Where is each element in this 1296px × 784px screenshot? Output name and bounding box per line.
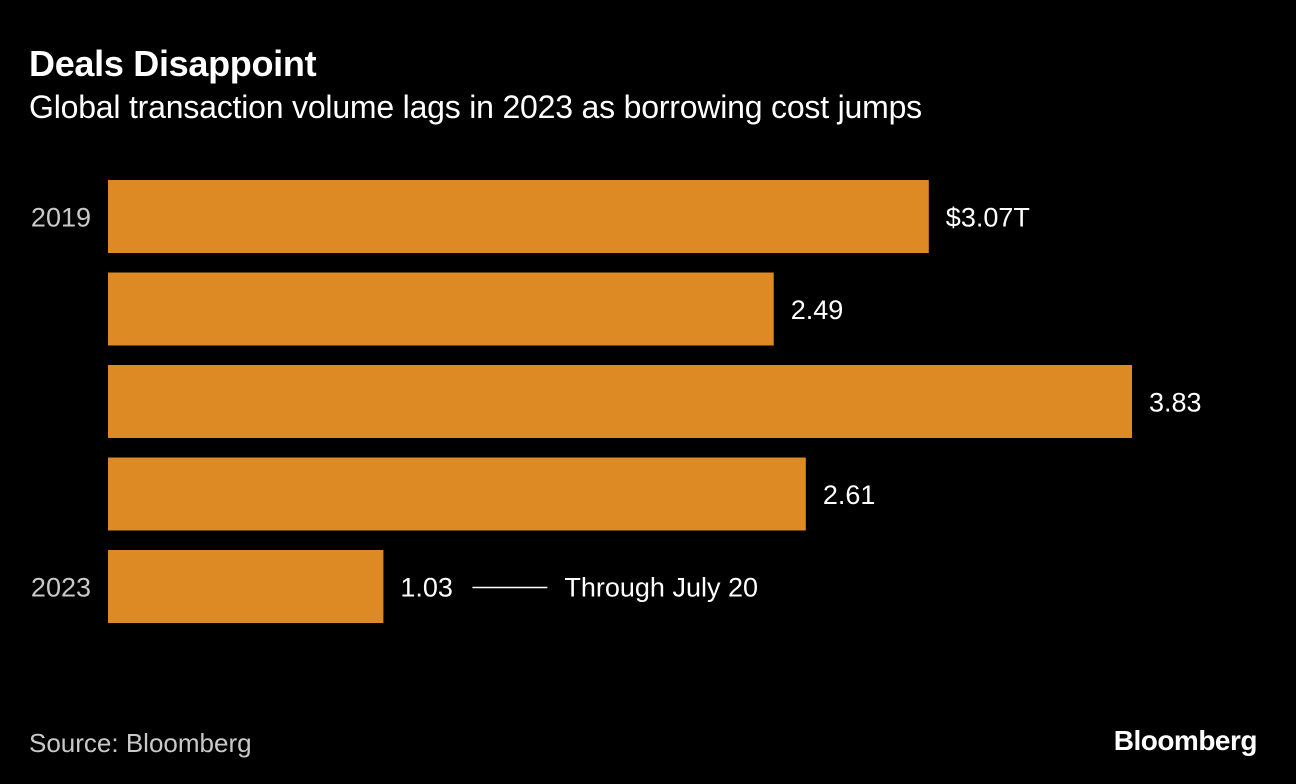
value-label-2023: 1.03 — [400, 573, 453, 603]
category-label-2019: 2019 — [31, 203, 91, 233]
bar-2020 — [108, 272, 774, 346]
chart-subtitle: Global transaction volume lags in 2023 a… — [29, 89, 922, 125]
bar-2023 — [108, 550, 384, 623]
bar-2021 — [108, 365, 1132, 438]
value-label-2022: 2.61 — [823, 480, 876, 510]
category-label-2023: 2023 — [31, 573, 91, 603]
value-label-2020: 2.49 — [791, 295, 844, 325]
bar-2022 — [108, 457, 806, 531]
bar-chart: 2019 $3.07T 2.49 3.83 2.61 2023 1.03 Through Ju… — [31, 180, 1202, 623]
annotation-text: Through July 20 — [564, 573, 758, 603]
value-label-2019: $3.07T — [946, 203, 1030, 233]
bloomberg-logo: Bloomberg — [1113, 725, 1258, 756]
source-note: Source: Bloomberg — [29, 728, 252, 758]
bar-2019 — [108, 180, 929, 253]
value-label-2021: 3.83 — [1149, 388, 1202, 418]
chart-title: Deals Disappoint — [29, 43, 317, 84]
